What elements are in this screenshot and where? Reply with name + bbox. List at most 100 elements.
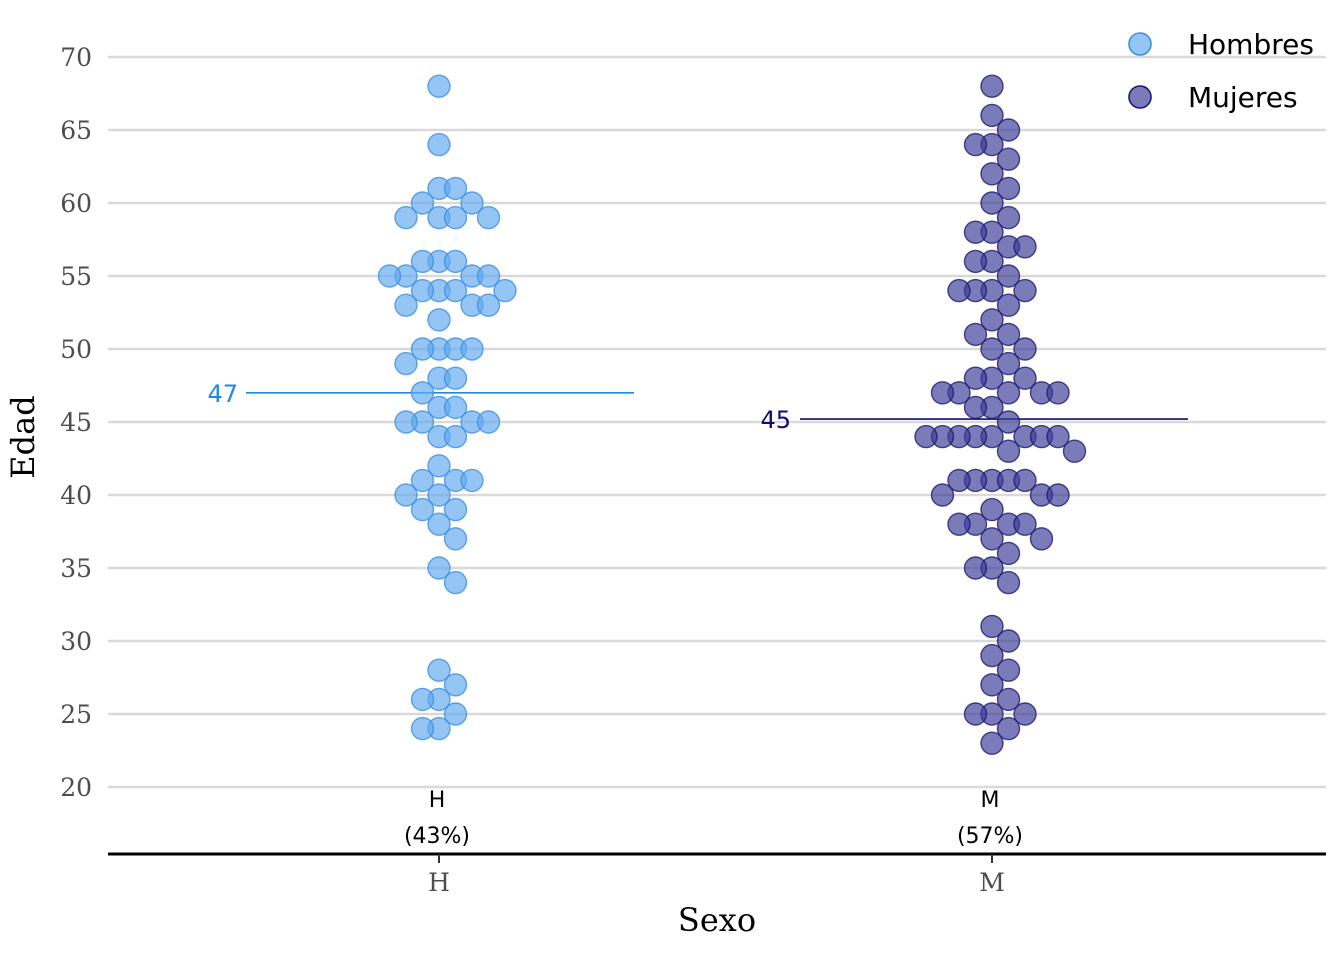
y-tick-label: 45 [60, 408, 92, 437]
x-tick-label: H [428, 868, 450, 897]
data-point-m [963, 366, 988, 390]
x-axis-title: Sexo [678, 901, 756, 939]
data-point-m [1013, 366, 1037, 390]
data-point-m [1013, 702, 1037, 726]
data-point-m [996, 570, 1021, 595]
data-point-m [996, 205, 1021, 230]
data-point-h [443, 570, 468, 595]
data-point-m [996, 147, 1021, 171]
data-point-m [1046, 424, 1070, 449]
y-axis-title: Edad [4, 395, 42, 478]
data-point-m [930, 381, 955, 405]
data-point-m [963, 702, 988, 726]
mean-label-m: 45 [760, 406, 791, 434]
data-point-m [996, 264, 1021, 288]
data-point-m [996, 629, 1021, 653]
data-point-m [996, 176, 1021, 201]
data-point-h [443, 249, 468, 274]
data-point-m [1013, 337, 1037, 361]
data-point-h [410, 337, 435, 361]
data-point-m [963, 132, 988, 157]
y-tick-label: 60 [60, 189, 92, 218]
data-point-m [963, 249, 988, 274]
x-tick-label: M [979, 868, 1005, 897]
data-point-h [443, 176, 468, 201]
legend-key-m [1128, 85, 1152, 109]
legend-label: Hombres [1188, 28, 1314, 61]
data-point-m [963, 395, 988, 420]
data-point-m [996, 322, 1021, 347]
data-point-h [493, 278, 517, 303]
data-point-m [980, 673, 1004, 697]
data-point-h [394, 483, 418, 507]
data-point-h [460, 191, 484, 215]
y-tick-label: 20 [60, 773, 92, 802]
mean-lines: 47 45 [207, 380, 1188, 434]
data-point-h [443, 424, 468, 449]
data-point-m [963, 322, 988, 347]
category-code-label: M [981, 788, 1000, 813]
data-point-h [410, 381, 435, 405]
data-point-h [443, 673, 468, 697]
category-pct-label: (57%) [957, 824, 1023, 849]
data-point-h [394, 205, 418, 230]
data-point-h [460, 468, 484, 493]
data-point-h [410, 497, 435, 522]
data-point-h [443, 366, 468, 390]
data-point-m [1013, 468, 1037, 493]
data-point-m [1013, 512, 1037, 536]
data-point-h [476, 410, 501, 434]
data-point-m [1013, 235, 1037, 259]
data-point-h [443, 527, 468, 551]
data-point-h [443, 497, 468, 522]
data-points [377, 74, 1087, 755]
y-tick-label: 50 [60, 335, 92, 364]
data-point-m [996, 410, 1021, 434]
data-point-m [947, 468, 971, 493]
data-point-h [410, 249, 435, 274]
data-point-m [1062, 439, 1087, 463]
data-point-h [410, 687, 435, 712]
data-point-m [996, 541, 1021, 566]
y-tick-label: 35 [60, 554, 92, 583]
data-point-m [1046, 381, 1070, 405]
data-point-h [427, 556, 451, 580]
data-point-m [963, 556, 988, 580]
data-point-m [1029, 527, 1054, 551]
data-point-h [443, 205, 468, 230]
data-point-h [427, 308, 451, 332]
y-tick-label: 70 [60, 43, 92, 72]
data-point-m [980, 308, 1004, 332]
data-point-h [410, 468, 435, 493]
data-point-m [980, 103, 1004, 128]
data-point-m [980, 337, 1004, 361]
y-tick-label: 25 [60, 700, 92, 729]
data-point-m [980, 162, 1004, 186]
data-point-m [996, 658, 1021, 682]
data-point-m [980, 643, 1004, 668]
category-code-label: H [429, 788, 446, 813]
data-point-m [914, 424, 938, 449]
data-point-h [394, 351, 418, 376]
data-point-h [460, 337, 484, 361]
y-tick-label: 40 [60, 481, 92, 510]
data-point-h [410, 716, 435, 741]
data-point-m [980, 614, 1004, 639]
data-point-h [410, 278, 435, 303]
data-point-h [377, 264, 402, 288]
data-point-h [394, 410, 418, 434]
y-tick-label: 65 [60, 116, 92, 145]
data-point-h [443, 278, 468, 303]
data-point-h [427, 658, 451, 682]
data-point-h [476, 205, 501, 230]
data-point-m [930, 483, 955, 507]
data-point-h [427, 74, 451, 98]
data-point-h [443, 702, 468, 726]
data-point-m [996, 687, 1021, 712]
mean-label-h: 47 [207, 380, 238, 408]
data-point-m [996, 293, 1021, 317]
data-point-m [1013, 278, 1037, 303]
y-tick-label: 30 [60, 627, 92, 656]
data-point-h [427, 512, 451, 536]
